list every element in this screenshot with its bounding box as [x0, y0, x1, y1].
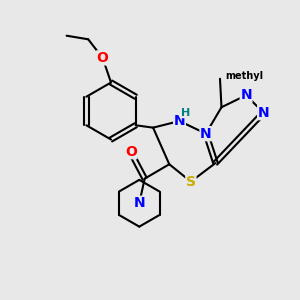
Text: methyl: methyl [225, 71, 263, 81]
Text: N: N [240, 88, 252, 102]
Text: N: N [174, 114, 185, 128]
Text: N: N [200, 127, 212, 141]
Text: O: O [125, 145, 137, 159]
Text: N: N [134, 196, 145, 210]
Text: H: H [182, 108, 191, 118]
Text: N: N [258, 106, 269, 120]
Text: O: O [97, 51, 109, 65]
Text: S: S [186, 175, 196, 189]
